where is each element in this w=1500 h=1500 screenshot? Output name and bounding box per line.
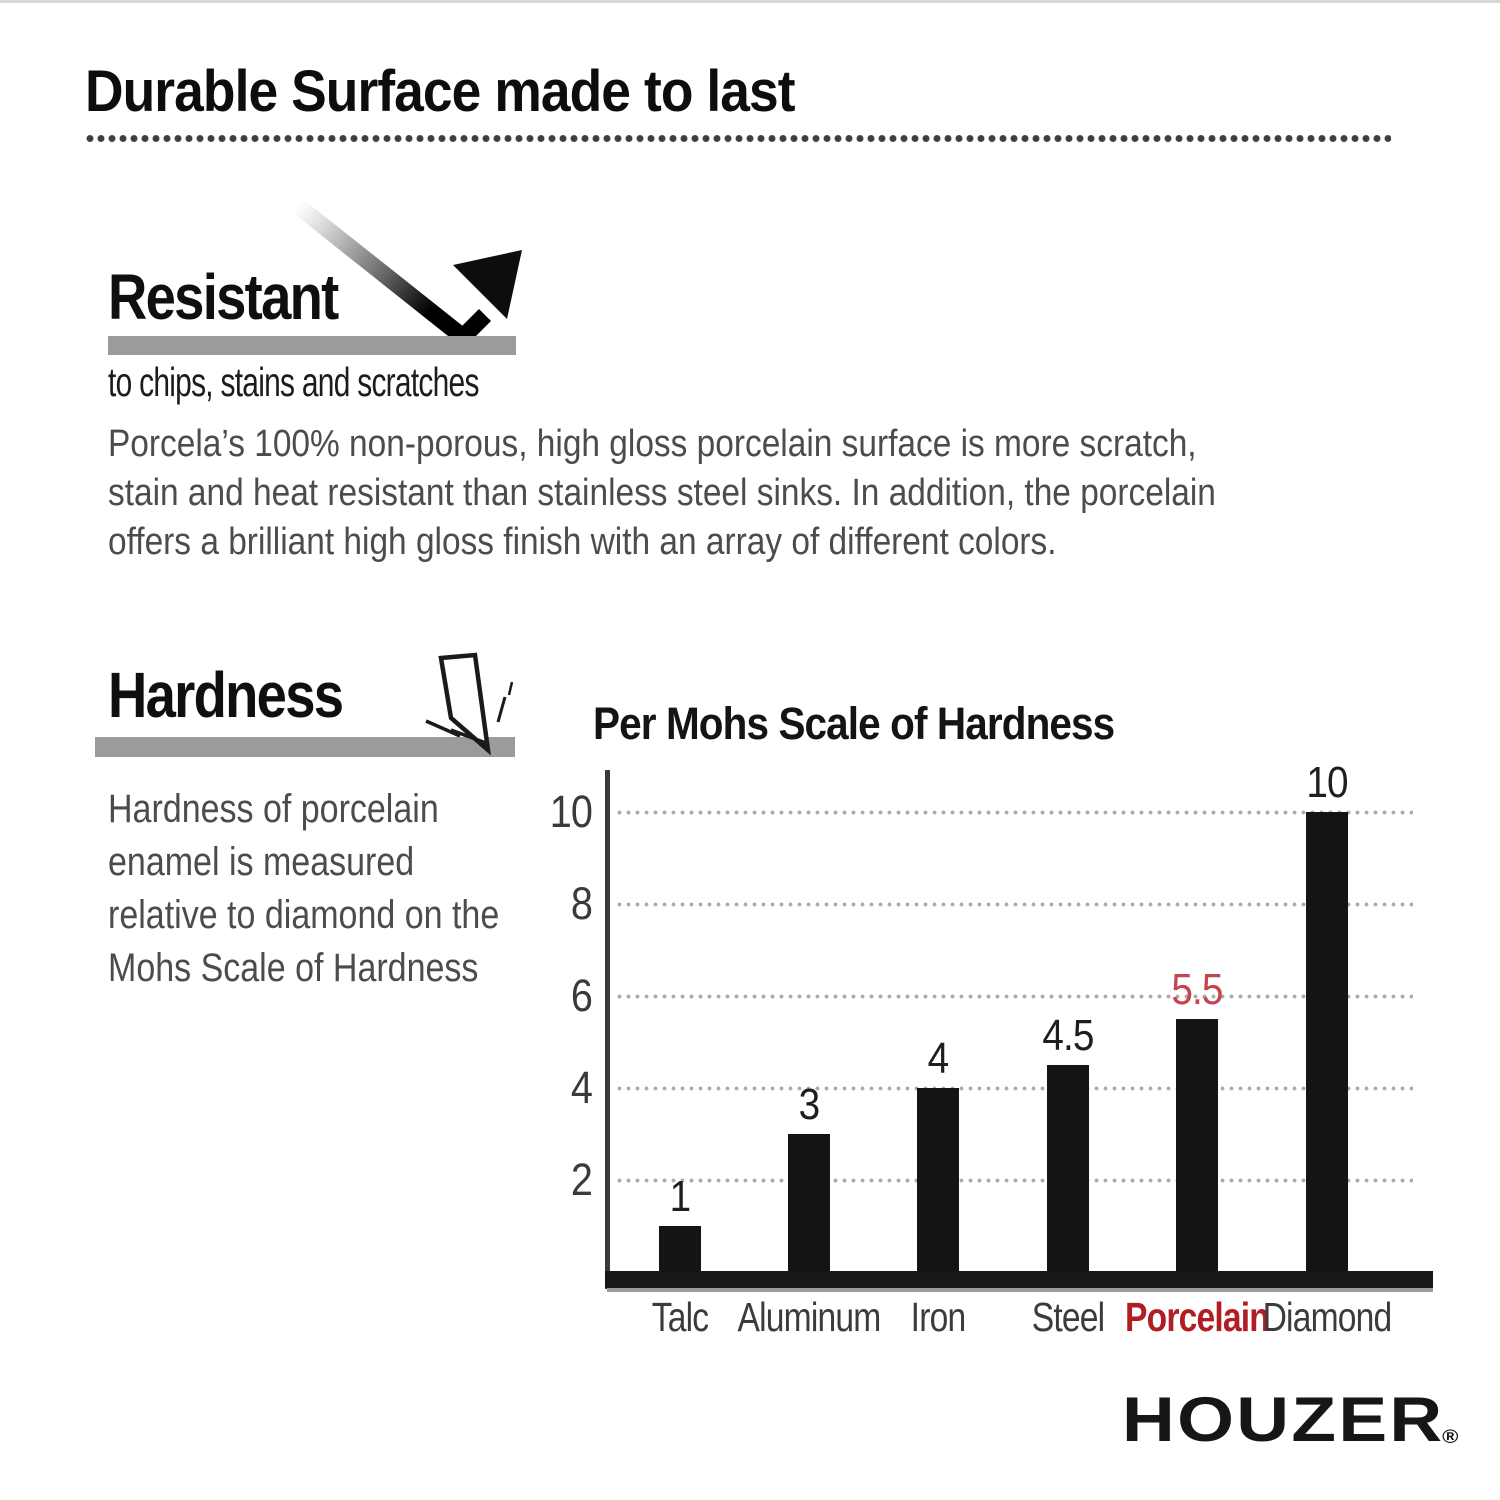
category-label-talc: Talc: [651, 1294, 709, 1340]
hardness-body-line: relative to diamond on the: [108, 893, 500, 937]
hardness-body-line: Mohs Scale of Hardness: [108, 946, 479, 990]
bar-talc: [659, 1226, 701, 1272]
resistant-underline-bar: [108, 336, 516, 355]
chart-gridline: [617, 1178, 1413, 1183]
category-label-iron: Iron: [910, 1294, 966, 1340]
category-label-porcelain: Porcelain: [1125, 1294, 1270, 1340]
resistant-body-line: offers a brilliant high gloss finish wit…: [108, 521, 1057, 563]
top-edge-border: [0, 0, 1500, 3]
chart-title: Per Mohs Scale of Hardness: [593, 698, 1115, 749]
bar-porcelain: [1176, 1019, 1218, 1272]
chart-gridline: [617, 902, 1413, 907]
houzer-logo: HOUZER®: [1122, 1384, 1461, 1456]
y-axis-tick-label: 8: [570, 878, 593, 929]
chart-y-axis-line: [605, 770, 610, 1289]
y-axis-tick-label: 10: [549, 786, 593, 837]
bar-value-label-talc: 1: [669, 1172, 692, 1221]
houzer-logo-text: HOUZER: [1122, 1385, 1445, 1455]
page-title: Durable Surface made to last: [85, 59, 796, 124]
bar-value-label-steel: 4.5: [1042, 1011, 1094, 1060]
hardness-heading: Hardness: [108, 659, 344, 731]
title-underline-dotted-rule: [85, 133, 1391, 144]
bar-iron: [917, 1088, 959, 1272]
category-label-aluminum: Aluminum: [737, 1294, 882, 1340]
resistant-body-line: Porcela’s 100% non-porous, high gloss po…: [108, 423, 1197, 465]
bar-aluminum: [788, 1134, 830, 1272]
bar-value-label-aluminum: 3: [798, 1080, 821, 1129]
bar-value-label-porcelain: 5.5: [1171, 965, 1223, 1014]
chart-gridline: [617, 1086, 1413, 1091]
chart-gridline: [617, 810, 1413, 815]
bar-steel: [1047, 1065, 1089, 1272]
y-axis-tick-label: 4: [570, 1062, 593, 1113]
chart-x-axis-baseline: [605, 1271, 1433, 1288]
chart-gridline: [617, 994, 1413, 999]
y-axis-tick-label: 6: [570, 970, 593, 1021]
resistant-body-line: stain and heat resistant than stainless …: [108, 472, 1216, 514]
category-label-steel: Steel: [1031, 1294, 1105, 1340]
y-axis-tick-label: 2: [570, 1154, 593, 1205]
hardness-body-line: Hardness of porcelain: [108, 787, 439, 831]
resistant-heading: Resistant: [108, 261, 339, 333]
hardness-body-line: enamel is measured: [108, 840, 415, 884]
resistant-body: Porcela’s 100% non-porous, high gloss po…: [108, 420, 1216, 567]
scratch-blade-icon: [425, 652, 514, 756]
bar-diamond: [1306, 812, 1348, 1272]
registered-trademark-icon: ®: [1442, 1427, 1459, 1448]
bar-value-label-iron: 4: [927, 1034, 950, 1083]
resistant-tagline: to chips, stains and scratches: [108, 359, 479, 405]
category-label-diamond: Diamond: [1262, 1294, 1393, 1340]
hardness-body: Hardness of porcelain enamel is measured…: [108, 783, 499, 995]
chart-baseline-shadow: [607, 1288, 1433, 1292]
hardness-underline-bar: [95, 737, 515, 757]
bar-value-label-diamond: 10: [1306, 758, 1348, 807]
